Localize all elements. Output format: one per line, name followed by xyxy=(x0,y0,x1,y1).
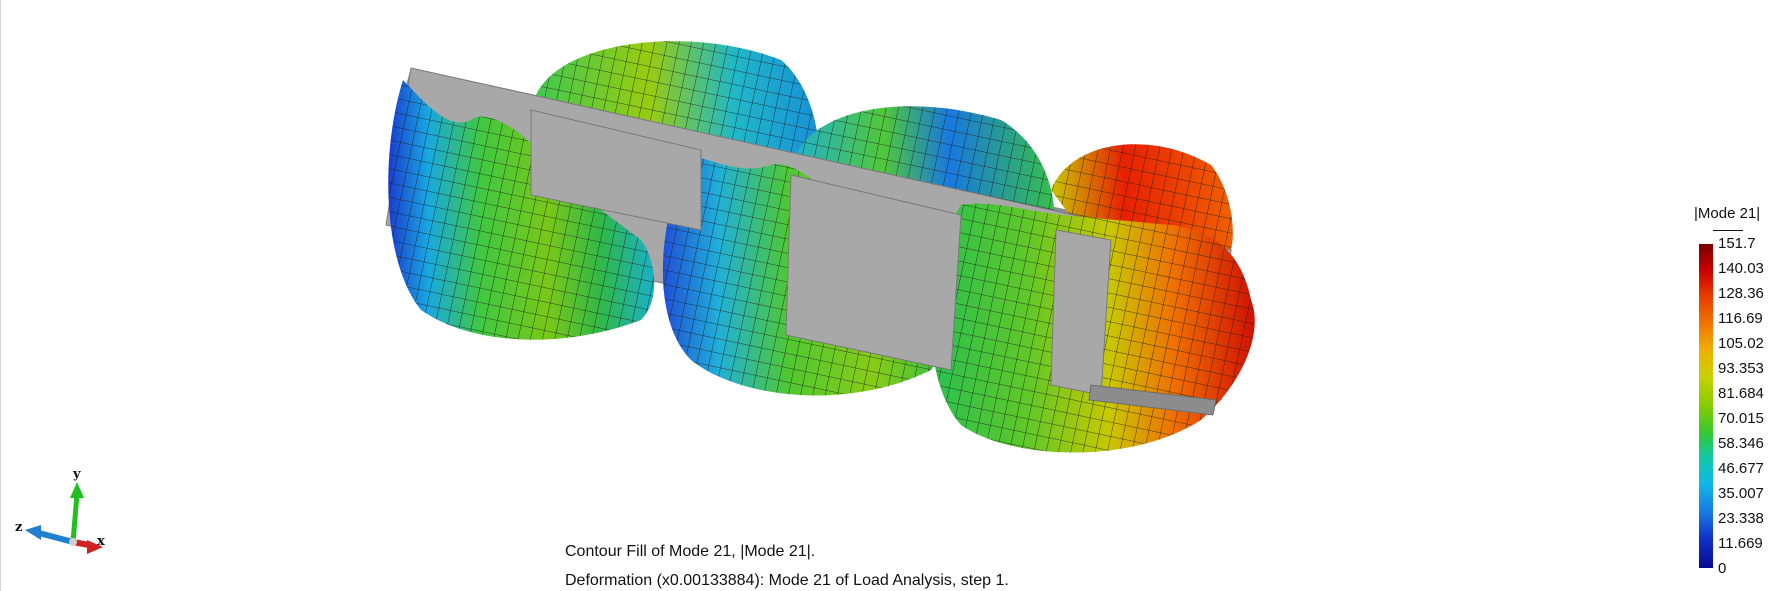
legend-label: 11.669 xyxy=(1718,535,1763,552)
legend-label: 58.346 xyxy=(1718,435,1764,452)
legend-label: 46.677 xyxy=(1718,460,1764,477)
legend-title-rule xyxy=(1713,230,1743,231)
legend-label: 93.353 xyxy=(1718,360,1764,377)
deformation-caption: Deformation (x0.00133884): Mode 21 of Lo… xyxy=(565,572,1009,589)
frame-front-flanges xyxy=(530,109,1217,416)
legend-title: |Mode 21| xyxy=(1694,205,1761,222)
coordinate-triad xyxy=(25,482,103,554)
axis-z-label: z xyxy=(15,520,23,535)
legend-label: 35.007 xyxy=(1718,485,1764,502)
legend-label: 140.03 xyxy=(1718,260,1764,277)
front-lobes xyxy=(388,80,1255,453)
legend-label: 128.36 xyxy=(1718,285,1764,302)
legend-color-bar xyxy=(1699,244,1713,568)
legend-label: 105.02 xyxy=(1718,335,1764,352)
legend-label: 81.684 xyxy=(1718,385,1764,402)
legend-label: 116.69 xyxy=(1718,310,1763,327)
legend-label: 23.338 xyxy=(1718,510,1764,527)
legend-label: 0 xyxy=(1718,560,1727,577)
axis-x-label: x xyxy=(97,534,105,549)
contour-caption: Contour Fill of Mode 21, |Mode 21|. xyxy=(565,543,816,560)
axis-y-label: y xyxy=(73,467,81,482)
legend-label: 70.015 xyxy=(1718,410,1764,427)
legend-label: 151.7 xyxy=(1718,235,1756,252)
